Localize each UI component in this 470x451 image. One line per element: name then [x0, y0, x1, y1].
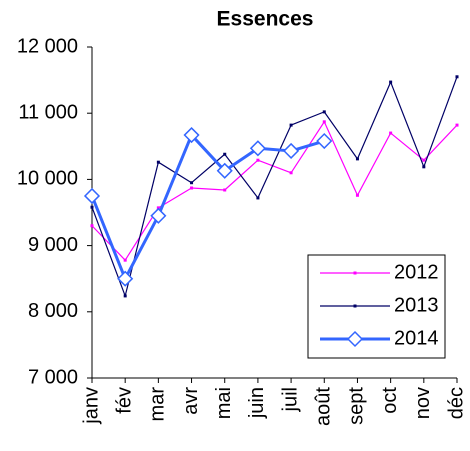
- marker: [223, 188, 227, 192]
- chart-title: Essences: [217, 8, 314, 31]
- marker: [183, 126, 200, 144]
- marker: [156, 160, 160, 164]
- marker: [123, 258, 127, 262]
- marker: [216, 162, 233, 179]
- legend-label: 2013: [394, 294, 439, 316]
- x-tick-label: mar: [147, 387, 169, 422]
- x-tick-label: janv: [80, 387, 102, 425]
- marker: [355, 157, 359, 161]
- marker: [190, 186, 194, 190]
- marker: [422, 158, 426, 162]
- x-tick-label: sept: [346, 387, 368, 425]
- marker: [90, 224, 94, 228]
- marker: [389, 131, 393, 135]
- marker: [355, 193, 359, 197]
- marker: [316, 132, 333, 150]
- x-tick-label: déc: [445, 387, 467, 419]
- y-tick-label: 9 000: [28, 234, 78, 256]
- marker: [455, 75, 459, 79]
- legend-marker: [353, 304, 357, 308]
- x-tick-label: fév: [113, 387, 135, 414]
- x-tick-label: nov: [412, 387, 434, 419]
- marker: [117, 270, 134, 287]
- x-tick-label: juil: [279, 387, 301, 412]
- marker: [289, 171, 293, 175]
- marker: [322, 110, 326, 114]
- marker: [150, 207, 167, 224]
- x-tick-label: juin: [246, 387, 268, 419]
- series: [83, 126, 333, 287]
- marker: [256, 158, 260, 162]
- y-tick-label: 12 000: [17, 35, 78, 57]
- marker: [256, 196, 260, 200]
- marker: [289, 123, 293, 127]
- marker: [422, 165, 426, 169]
- x-tick-label: avr: [180, 387, 202, 415]
- legend: 2012 2013 2014: [307, 254, 446, 359]
- marker: [223, 152, 227, 156]
- marker: [249, 140, 266, 157]
- legend-label: 2014: [394, 327, 439, 349]
- y-tick-label: 8 000: [28, 300, 78, 322]
- marker: [90, 205, 94, 209]
- x-tick-label: oct: [379, 387, 401, 414]
- legend-marker: [346, 330, 364, 348]
- marker: [455, 123, 459, 127]
- x-tick-label: août: [313, 387, 335, 426]
- marker: [283, 142, 300, 159]
- marker: [83, 187, 101, 205]
- y-tick-label: 7 000: [28, 366, 78, 388]
- marker: [389, 80, 393, 84]
- series: [90, 75, 459, 298]
- legend-label: 2012: [394, 261, 439, 283]
- y-tick-label: 10 000: [17, 168, 78, 190]
- marker: [190, 181, 194, 185]
- series-line: [91, 76, 458, 297]
- legend-marker: [353, 271, 357, 275]
- x-tick-label: mai: [213, 387, 235, 419]
- marker: [322, 120, 326, 124]
- marker: [123, 294, 127, 298]
- y-tick-label: 11 000: [18, 101, 78, 123]
